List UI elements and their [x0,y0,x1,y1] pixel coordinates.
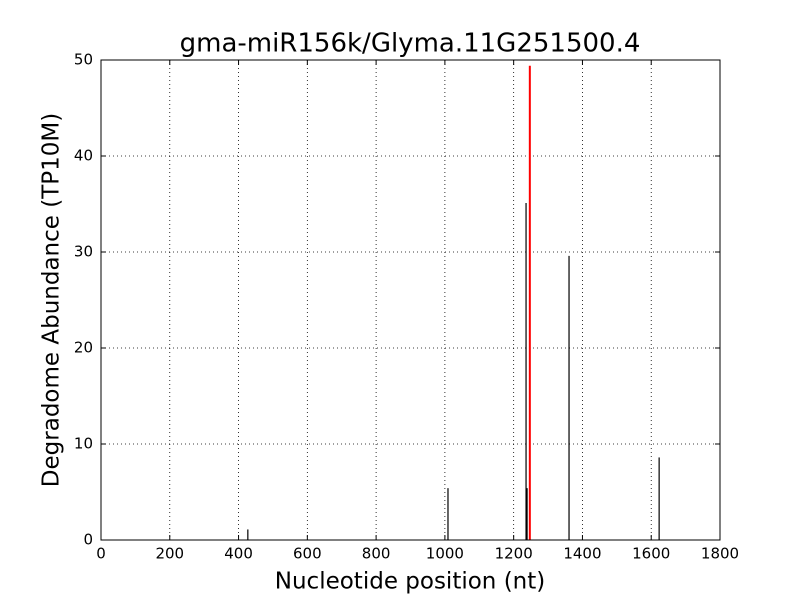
x-tick-label: 1800 [701,545,739,563]
x-tick-label: 200 [155,545,184,563]
x-tick-label: 0 [96,545,106,563]
y-tick-label: 20 [74,339,93,357]
x-tick-label: 800 [362,545,391,563]
y-tick-label: 40 [74,147,93,165]
x-axis-label: Nucleotide position (nt) [275,569,545,595]
x-tick-label: 1400 [563,545,601,563]
y-axis-label: Degradome Abundance (TP10M) [39,113,65,487]
y-tick-label: 10 [74,435,93,453]
x-tick-label: 400 [224,545,253,563]
chart-title: gma-miR156k/Glyma.11G251500.4 [180,29,641,59]
y-tick-label: 50 [74,51,93,69]
x-tick-label: 600 [293,545,322,563]
plot-frame [100,59,721,541]
y-tick-label: 30 [74,243,93,261]
y-tick-label: 0 [83,531,93,549]
x-tick-label: 1000 [426,545,464,563]
x-tick-label: 1600 [632,545,670,563]
x-tick-label: 1200 [495,545,533,563]
